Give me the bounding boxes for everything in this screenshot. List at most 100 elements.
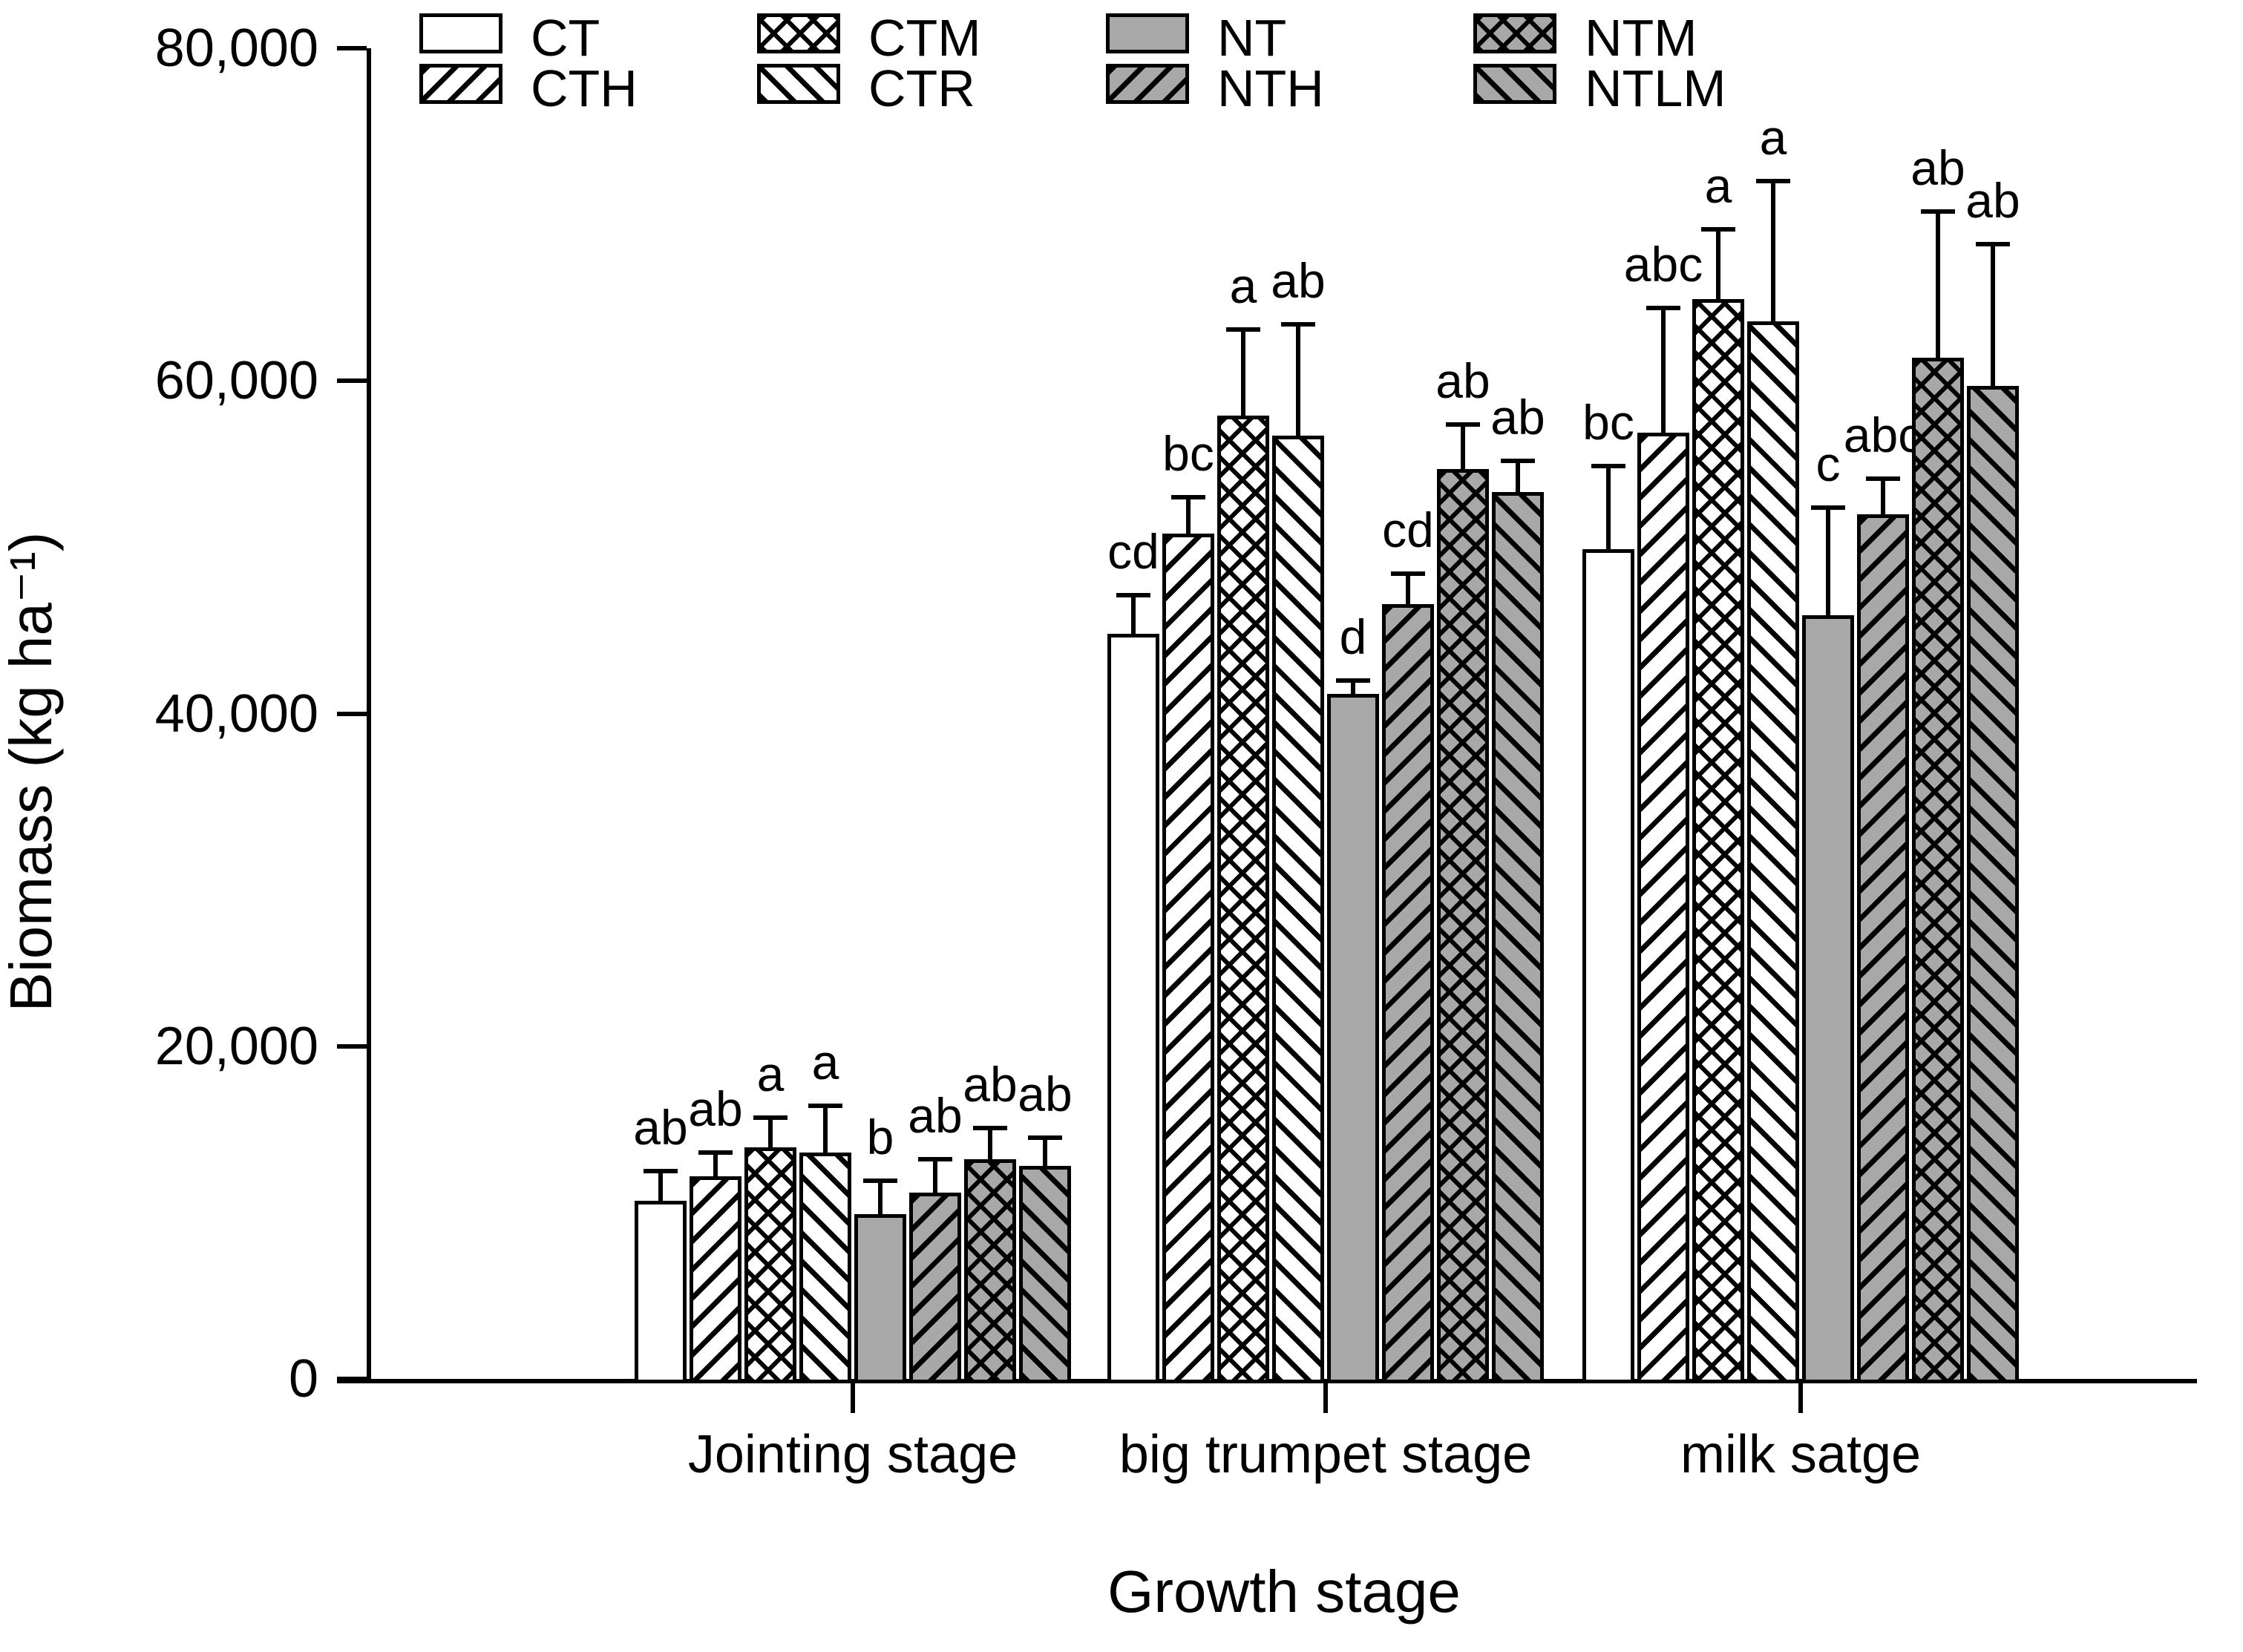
bar-CT-2 (1582, 548, 1634, 1383)
error-bar-NTM-0 (988, 1127, 992, 1167)
y-axis-line (367, 48, 371, 1383)
sig-letter-CT-1: cd (1107, 524, 1159, 580)
error-cap-CT-0 (644, 1168, 678, 1173)
error-bar-NT-2 (1826, 507, 1830, 623)
legend-swatch-CTR (757, 64, 840, 104)
sig-letter-CTR-2: a (1759, 110, 1787, 165)
bar-CTH-1 (1162, 534, 1214, 1383)
error-cap-CTM-1 (1226, 327, 1260, 332)
legend-label-NTLM: NTLM (1585, 59, 1726, 117)
legend-swatch-CT (419, 13, 502, 53)
sig-letter-CTR-0: a (811, 1035, 839, 1090)
sig-letter-NTM-2: ab (1910, 140, 1965, 195)
bar-CTM-2 (1692, 299, 1744, 1383)
x-tick-0 (851, 1383, 855, 1413)
sig-letter-NTLM-1: ab (1490, 389, 1545, 445)
error-cap-NTM-2 (1921, 209, 1955, 214)
error-cap-NTLM-0 (1028, 1135, 1062, 1141)
error-bar-CT-0 (658, 1170, 663, 1209)
y-axis-title: Biomass (kg ha⁻¹) (0, 531, 64, 1012)
error-bar-CTM-0 (768, 1118, 773, 1156)
sig-letter-CTM-2: a (1704, 158, 1732, 214)
error-cap-CTR-1 (1281, 322, 1315, 327)
error-bar-NTM-1 (1461, 424, 1465, 477)
bar-CTH-0 (690, 1176, 741, 1383)
y-tick-label-80000: 80,000 (154, 19, 318, 78)
x-tick-2 (1798, 1383, 1803, 1413)
sig-letter-CTH-0: ab (688, 1081, 743, 1137)
sig-letter-NTH-0: ab (908, 1088, 963, 1144)
error-bar-CTM-2 (1716, 229, 1720, 307)
legend-swatch-CTM (757, 13, 840, 53)
y-tick-label-60000: 60,000 (154, 351, 318, 411)
error-bar-CTM-1 (1241, 329, 1245, 424)
error-cap-NTH-2 (1866, 476, 1900, 482)
error-cap-CTH-2 (1646, 305, 1680, 310)
error-cap-NTLM-1 (1501, 458, 1535, 463)
x-tick-1 (1323, 1383, 1328, 1413)
bar-NTM-1 (1437, 469, 1489, 1383)
error-cap-NTM-0 (973, 1125, 1007, 1130)
error-cap-CT-2 (1591, 463, 1625, 468)
error-cap-CT-1 (1116, 593, 1150, 598)
error-cap-NTM-1 (1446, 422, 1480, 427)
y-tick-label-40000: 40,000 (154, 684, 318, 744)
legend-label-CTH: CTH (531, 59, 638, 117)
error-bar-NT-0 (878, 1181, 883, 1222)
bar-CTH-2 (1637, 432, 1689, 1383)
bar-NT-2 (1802, 615, 1854, 1383)
sig-letter-CT-2: bc (1582, 394, 1634, 450)
error-bar-NTLM-1 (1516, 460, 1520, 500)
error-bar-CTH-1 (1186, 497, 1191, 542)
x-tick-label-0: Jointing stage (687, 1425, 1018, 1484)
error-bar-CTH-2 (1661, 307, 1666, 440)
error-bar-NTM-2 (1936, 211, 1940, 365)
bar-NTH-0 (909, 1192, 961, 1383)
error-bar-CTR-2 (1771, 181, 1775, 329)
x-tick-label-1: big trumpet stage (1119, 1425, 1533, 1484)
y-tick-20000 (337, 1043, 367, 1049)
sig-letter-CTM-0: a (756, 1046, 785, 1102)
error-bar-NTH-1 (1406, 574, 1410, 612)
y-tick-60000 (337, 378, 367, 384)
sig-letter-NT-2: c (1815, 436, 1841, 491)
legend-swatch-CTH (419, 64, 502, 104)
legend-swatch-NTH (1106, 64, 1189, 104)
bar-CTR-2 (1747, 321, 1799, 1383)
error-cap-CTH-1 (1171, 495, 1205, 500)
error-bar-NTH-0 (933, 1159, 937, 1200)
y-tick-label-20000: 20,000 (154, 1016, 318, 1076)
error-cap-CTH-0 (698, 1150, 733, 1156)
bar-NT-1 (1327, 693, 1379, 1383)
legend-label-NTH: NTH (1217, 59, 1324, 117)
error-cap-NTH-1 (1391, 571, 1425, 577)
y-tick-80000 (337, 46, 367, 50)
x-axis-title: Growth stage (1107, 1558, 1461, 1625)
error-bar-CT-1 (1131, 595, 1136, 641)
bar-NTM-0 (964, 1159, 1016, 1383)
error-bar-CTR-1 (1296, 324, 1300, 444)
x-tick-label-2: milk satge (1680, 1425, 1922, 1484)
legend-label-CTM: CTM (868, 9, 981, 67)
sig-letter-NTH-2: abc (1843, 407, 1923, 463)
error-cap-NT-0 (863, 1179, 897, 1184)
bar-NTH-2 (1857, 514, 1909, 1383)
sig-letter-NT-0: b (866, 1109, 894, 1165)
y-tick-40000 (337, 711, 367, 716)
sig-letter-CTH-1: bc (1162, 426, 1214, 482)
y-tick-0 (337, 1377, 367, 1381)
error-bar-CTH-0 (713, 1153, 718, 1184)
bar-NTLM-0 (1019, 1166, 1071, 1383)
bar-CT-1 (1107, 633, 1159, 1383)
error-cap-NTH-0 (918, 1157, 952, 1162)
error-bar-NTLM-2 (1991, 244, 1995, 393)
sig-letter-CTM-1: a (1229, 258, 1257, 313)
error-bar-NTLM-0 (1043, 1138, 1047, 1174)
bar-NTLM-1 (1492, 492, 1544, 1383)
sig-letter-NTLM-0: ab (1018, 1066, 1073, 1122)
bar-CT-0 (635, 1201, 687, 1383)
sig-letter-NT-1: d (1339, 609, 1367, 664)
bar-CTR-1 (1272, 436, 1324, 1383)
legend-swatch-NTLM (1473, 64, 1556, 104)
